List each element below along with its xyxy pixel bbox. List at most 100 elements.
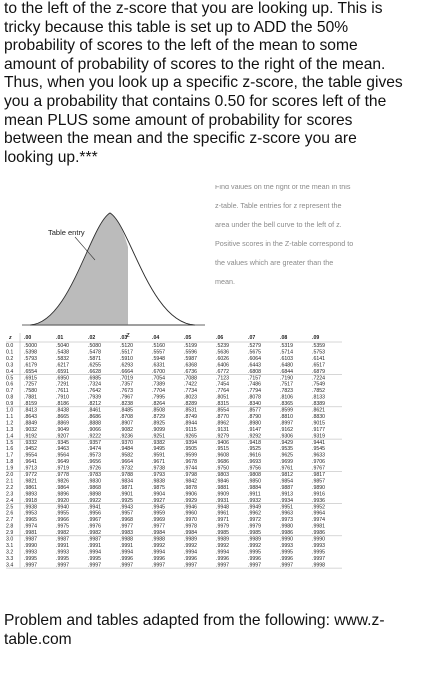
- caption-line: area under the bell curve to the left of…: [215, 220, 342, 229]
- table-cell: .9535: [280, 446, 293, 452]
- row-label: 2.4: [6, 498, 13, 504]
- table-cell: .7486: [248, 382, 261, 388]
- table-cell: .8770: [216, 414, 229, 420]
- table-cell: .9904: [152, 491, 165, 497]
- table-cell: .9982: [88, 530, 101, 536]
- table-cell: .9994: [152, 549, 165, 555]
- table-cell: .6700: [152, 369, 165, 375]
- table-cell: .9996: [120, 556, 133, 562]
- column-header: .07: [248, 335, 255, 341]
- table-cell: .8438: [56, 408, 69, 414]
- row-label: 0.2: [6, 356, 13, 362]
- table-cell: .9279: [216, 433, 229, 439]
- table-cell: .9162: [280, 427, 293, 433]
- table-cell: .9292: [248, 433, 261, 439]
- table-cell: .6331: [152, 362, 165, 368]
- table-cell: .9049: [56, 427, 69, 433]
- table-cell: .9984: [184, 530, 197, 536]
- table-cell: .8289: [184, 401, 197, 407]
- table-cell: .9977: [120, 524, 133, 530]
- table-cell: .7454: [216, 382, 229, 388]
- row-label: 0.0: [6, 343, 13, 349]
- table-cell: .9633: [312, 453, 325, 459]
- table-cell: .9625: [280, 453, 293, 459]
- table-cell: .9978: [184, 524, 197, 530]
- table-cell: .9616: [248, 453, 261, 459]
- table-cell: .9222: [88, 433, 101, 439]
- table-cell: .5199: [184, 343, 197, 349]
- table-cell: .9994: [120, 549, 133, 555]
- table-cell: .9778: [56, 472, 69, 478]
- table-cell: .7389: [152, 382, 165, 388]
- text-line: looking up.***: [4, 148, 98, 166]
- table-cell: .9099: [152, 427, 165, 433]
- table-cell: .8708: [120, 414, 133, 420]
- table-cell: .6517: [312, 362, 325, 368]
- table-cell: .9750: [216, 466, 229, 472]
- table-cell: .8577: [248, 408, 261, 414]
- table-cell: .9968: [120, 517, 133, 523]
- row-label: 1.1: [6, 414, 13, 420]
- table-cell: .6217: [56, 362, 69, 368]
- table-cell: .9893: [24, 491, 37, 497]
- row-label: 0.8: [6, 395, 13, 401]
- table-cell: .9738: [152, 466, 165, 472]
- source-text: Problem and tables adapted from the foll…: [4, 612, 385, 649]
- table-cell: .8389: [312, 401, 325, 407]
- table-cell: .9515: [216, 446, 229, 452]
- table-cell: .8554: [216, 408, 229, 414]
- table-cell: .7224: [312, 375, 325, 381]
- table-cell: .9582: [120, 453, 133, 459]
- table-cell: .9838: [152, 478, 165, 484]
- table-cell: .7357: [120, 382, 133, 388]
- table-cell: .9943: [120, 504, 133, 510]
- table-cell: .7019: [120, 375, 133, 381]
- table-cell: .9995: [280, 549, 293, 555]
- table-cell: .9394: [184, 440, 197, 446]
- table-cell: .6368: [184, 362, 197, 368]
- table-cell: .6736: [184, 369, 197, 375]
- table-cell: .8413: [24, 408, 37, 414]
- row-label: 1.6: [6, 446, 13, 452]
- table-cell: .9898: [88, 491, 101, 497]
- table-cell: .9732: [120, 466, 133, 472]
- table-cell: .9988: [152, 537, 165, 543]
- table-cell: .9911: [248, 491, 261, 497]
- table-cell: .6844: [280, 369, 293, 375]
- table-cell: .9996: [248, 556, 261, 562]
- table-cell: .9987: [24, 537, 37, 543]
- row-label: 2.6: [6, 511, 13, 517]
- table-cell: .9997: [120, 562, 133, 568]
- table-cell: .8621: [312, 408, 325, 414]
- table-cell: .9986: [312, 530, 325, 536]
- table-cell: .9971: [216, 517, 229, 523]
- table-cell: .7190: [280, 375, 293, 381]
- table-cell: .9995: [312, 549, 325, 555]
- table-cell: .9966: [56, 517, 69, 523]
- table-cell: .9931: [216, 498, 229, 504]
- table-cell: .9990: [312, 537, 325, 543]
- table-cell: .6879: [312, 369, 325, 375]
- table-cell: .5753: [312, 349, 325, 355]
- table-cell: .9545: [312, 446, 325, 452]
- table-cell: .8078: [248, 395, 261, 401]
- table-cell: .9881: [216, 485, 229, 491]
- pointer: [74, 236, 96, 261]
- table-cell: .9997: [216, 562, 229, 568]
- column-header: .08: [280, 335, 287, 341]
- table-cell: .9975: [56, 524, 69, 530]
- table-cell: .9961: [216, 511, 229, 517]
- table-cell: .9997: [24, 562, 37, 568]
- table-cell: .7881: [24, 395, 37, 401]
- table-cell: .9699: [280, 459, 293, 465]
- table-cell: .9991: [88, 543, 101, 549]
- table-cell: .6664: [120, 369, 133, 375]
- table-entry-label: Table entry: [48, 228, 85, 237]
- row-label: 1.9: [6, 466, 13, 472]
- table-cell: .9890: [312, 485, 325, 491]
- table-cell: .5000: [24, 343, 37, 349]
- table-cell: .7939: [88, 395, 101, 401]
- table-cell: .9554: [24, 453, 37, 459]
- table-cell: .9918: [24, 498, 37, 504]
- table-cell: .6554: [24, 369, 37, 375]
